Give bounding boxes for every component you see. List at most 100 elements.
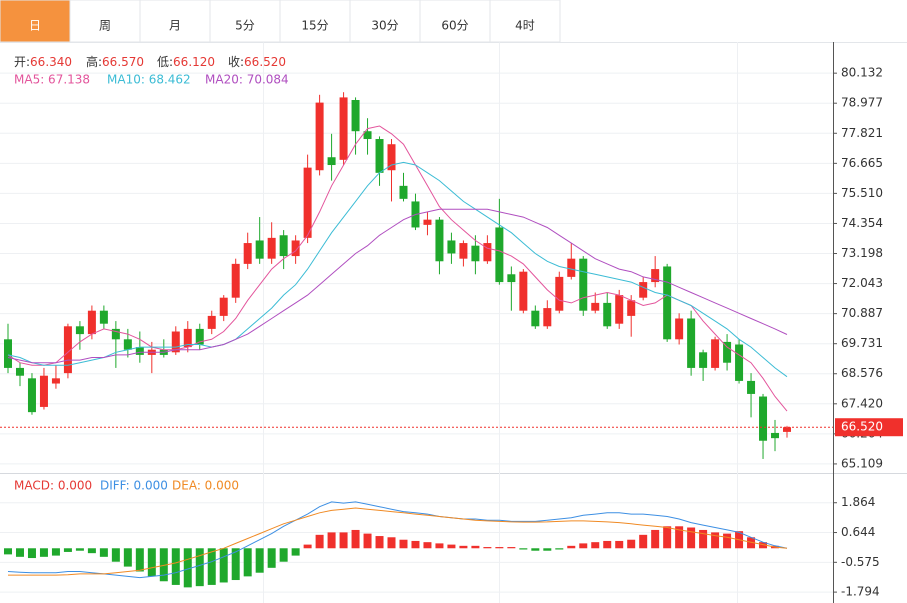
tab-label[interactable]: 15分 (301, 19, 328, 33)
candle-body (519, 271, 528, 311)
candle-body (135, 347, 144, 355)
ohlc-info: 收:66.520 (228, 55, 286, 69)
macd-bar (459, 545, 468, 549)
macd-bar (375, 536, 384, 549)
tab[interactable] (139, 0, 211, 43)
candle-body (531, 310, 540, 327)
candle-body (219, 297, 228, 316)
tab-label[interactable]: 日 (29, 19, 41, 33)
macd-bar (651, 529, 660, 549)
legend-entry: MA5: 67.138 (14, 73, 90, 87)
y-tick-label: 65.109 (841, 456, 883, 470)
candle-body (687, 318, 696, 368)
y-tick-label: 73.198 (841, 246, 883, 260)
macd-bar (723, 533, 732, 549)
candle-body (627, 300, 636, 316)
candle-body (27, 378, 36, 413)
tab-label[interactable]: 周 (99, 19, 111, 33)
tab-label[interactable]: 30分 (371, 19, 398, 33)
macd-bar (507, 547, 516, 549)
macd-bar (4, 548, 12, 555)
macd-bar (243, 548, 252, 577)
legend-entry: MA20: 70.084 (205, 73, 289, 87)
candle-body (4, 339, 12, 368)
tab[interactable] (279, 0, 351, 43)
macd-bar (615, 540, 624, 549)
macd-bar (231, 548, 240, 581)
macd-bar (579, 543, 588, 549)
macd-bar (687, 527, 696, 549)
last-price-box (835, 418, 903, 437)
macd-bar (519, 548, 528, 550)
y-tick-label: 68.576 (841, 366, 883, 380)
candle-body (555, 276, 564, 311)
y-tick-label: 74.354 (841, 216, 883, 230)
tab[interactable] (419, 0, 491, 43)
macd-bar (567, 545, 576, 549)
candle-body (543, 308, 552, 327)
macd-bar (351, 529, 360, 549)
line-series (7, 125, 788, 412)
candle-body (735, 344, 744, 381)
info-value: 66.570 (102, 55, 144, 69)
candle-body (663, 266, 672, 340)
legend-entry: MA10: 68.462 (107, 73, 191, 87)
macd-bar (15, 548, 24, 557)
candle-body (759, 396, 768, 441)
candle-body (459, 243, 468, 259)
candle-body (39, 375, 48, 407)
line-series (8, 507, 788, 576)
candle-body (255, 240, 264, 259)
macd-bar (159, 548, 168, 582)
y-tick-label: 75.510 (841, 186, 883, 200)
candle-body (495, 227, 504, 283)
tab[interactable] (489, 0, 561, 43)
macd-bar (207, 548, 216, 585)
y-tick-label: 76.665 (841, 156, 883, 170)
macd-bar (183, 548, 192, 588)
macd-bar (411, 540, 420, 549)
candle-body (279, 235, 288, 257)
candle-body (327, 157, 336, 166)
macd-bar (711, 532, 720, 549)
candle-body (699, 352, 708, 368)
macd-bar (63, 548, 72, 552)
macd-bar (399, 539, 408, 549)
ohlc-info: 开:66.340 (14, 55, 72, 69)
candle-body (483, 243, 492, 262)
candle-body (507, 274, 516, 283)
tab-label[interactable]: 5分 (235, 19, 255, 33)
candle-body (651, 269, 660, 283)
candle-body (375, 139, 384, 173)
tab-label[interactable]: 4时 (515, 19, 535, 33)
candle-body (471, 245, 480, 262)
candle-body (447, 240, 456, 254)
tab[interactable] (349, 0, 421, 43)
macd-bar (255, 548, 264, 573)
tab[interactable] (0, 0, 71, 43)
macd-bar (603, 540, 612, 549)
candle-body (267, 237, 276, 259)
candle-body (591, 302, 600, 311)
y-tick-label: 80.132 (841, 66, 883, 80)
y-tick-label: 78.977 (841, 96, 883, 110)
macd-bar (315, 534, 324, 549)
macd-bar (195, 548, 204, 587)
candle-body (87, 310, 96, 335)
tab[interactable] (209, 0, 281, 43)
tab-label[interactable]: 月 (169, 19, 181, 33)
candle-body (243, 243, 252, 264)
macd-bar (663, 526, 672, 549)
macd-bar (435, 543, 444, 549)
candle-body (75, 326, 84, 335)
candle-body (423, 219, 432, 225)
candle-body (567, 258, 576, 277)
info-label: 高: (86, 54, 102, 69)
info-label: 低: (157, 55, 173, 69)
candle-body (303, 167, 312, 238)
tab[interactable] (69, 0, 141, 43)
candle-body (315, 102, 324, 171)
tab-label[interactable]: 60分 (441, 19, 468, 33)
candle-body (603, 302, 612, 327)
macd-bar (111, 548, 120, 562)
